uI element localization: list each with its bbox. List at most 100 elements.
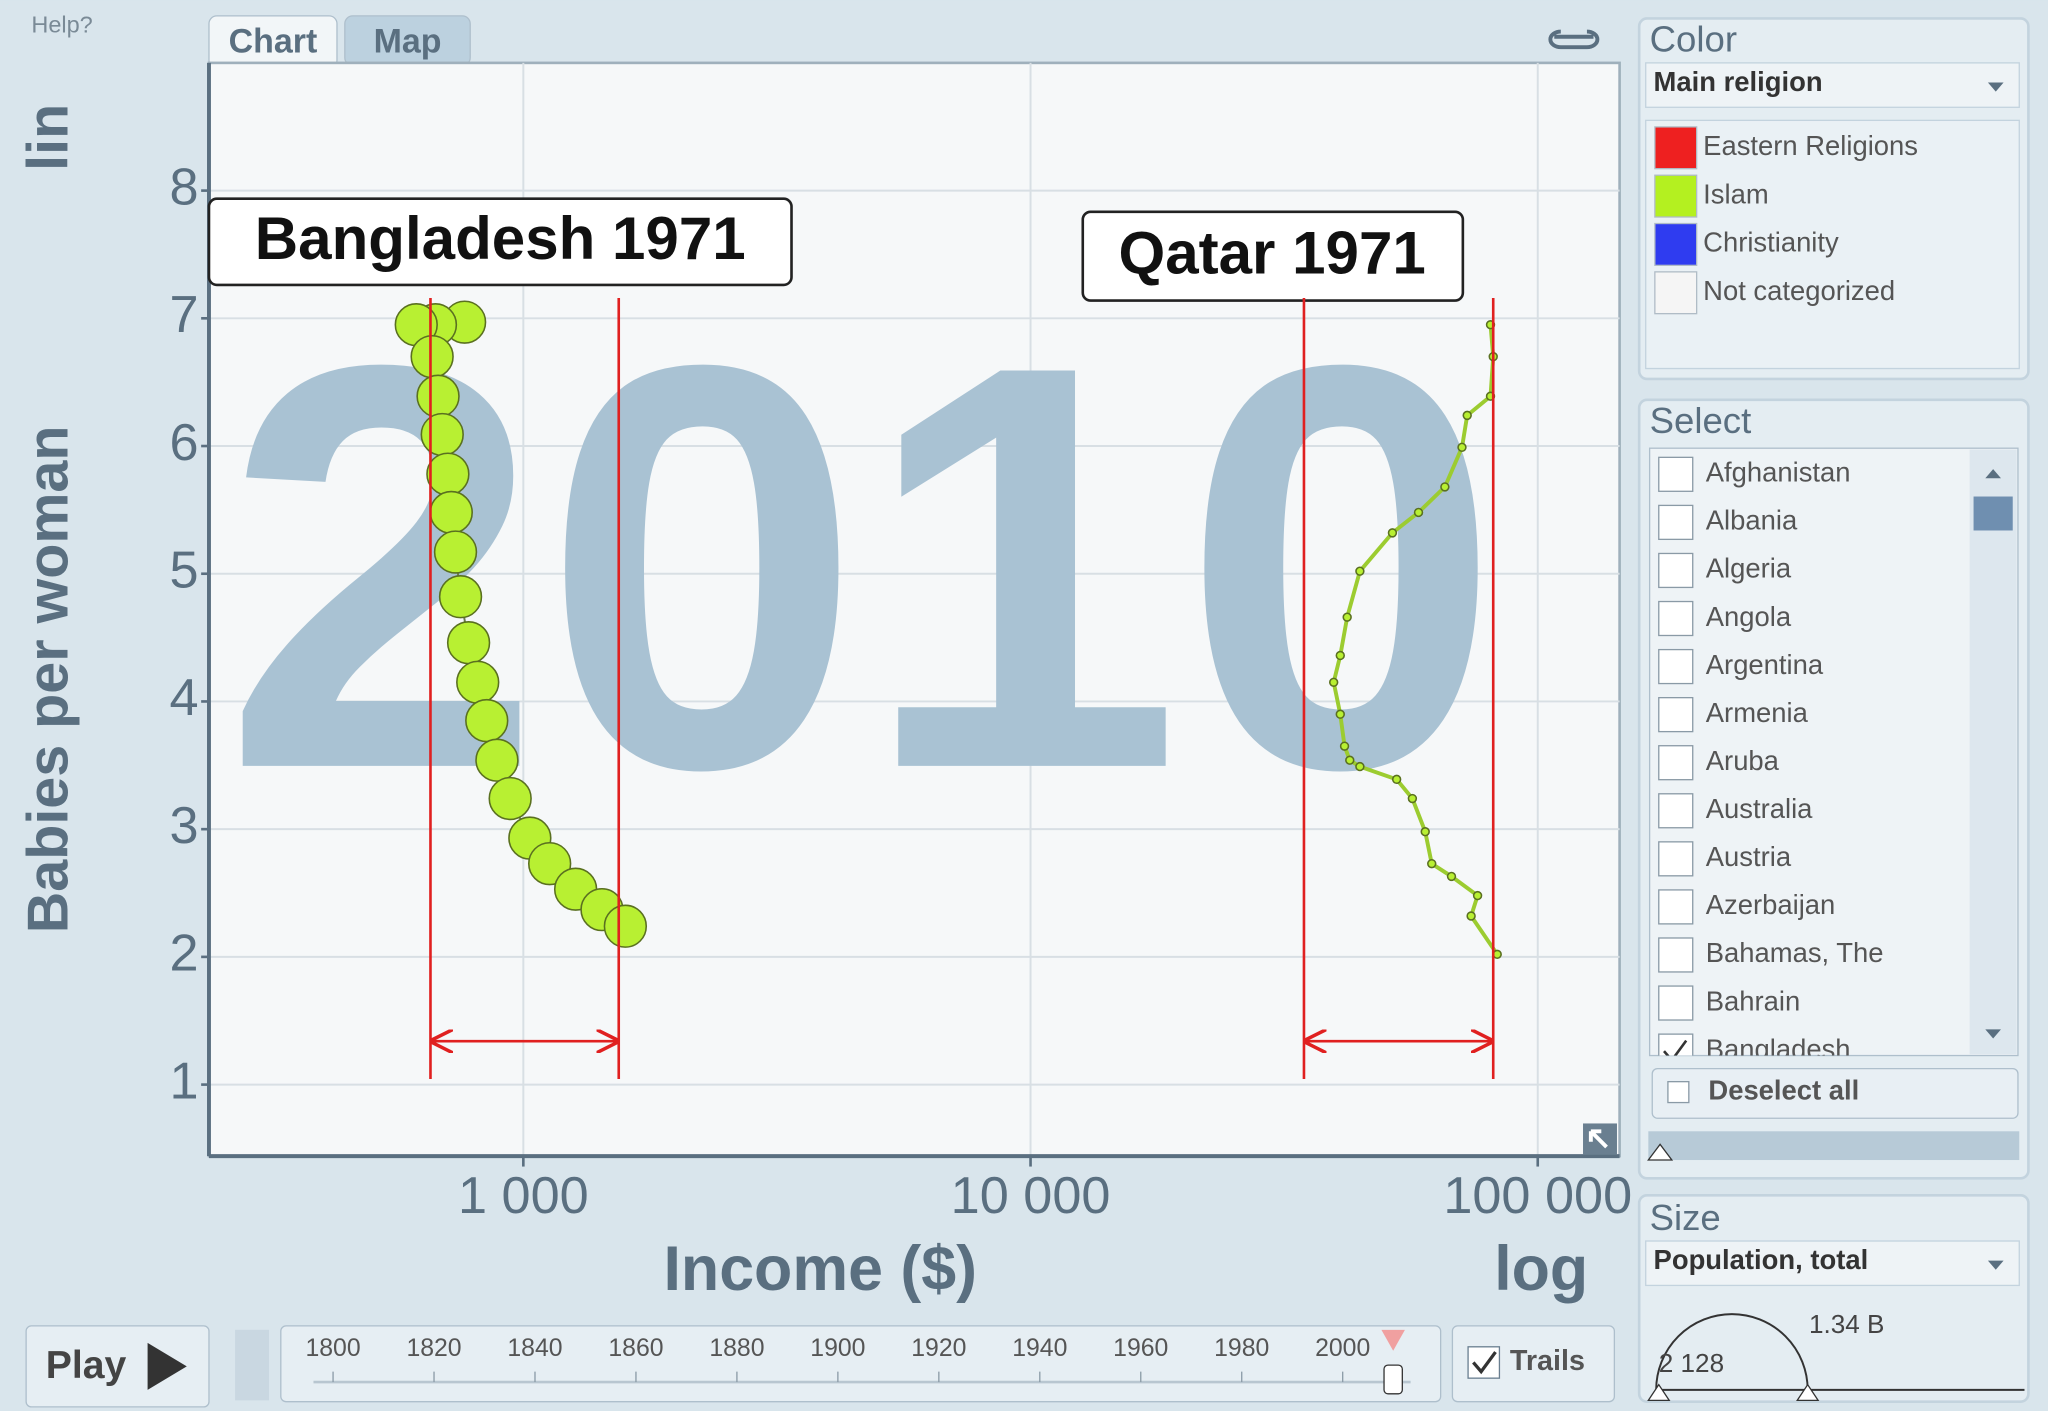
- trail-bubble: [438, 575, 483, 619]
- trail-bubble: [1335, 709, 1345, 719]
- check-mark: [1472, 1351, 1497, 1375]
- trail-bubble: [1420, 827, 1430, 837]
- trail-bubble: [410, 334, 454, 379]
- scrollbar[interactable]: [1969, 449, 2017, 1055]
- checkbox[interactable]: [1658, 600, 1694, 637]
- y-tick-label: 5: [169, 542, 198, 600]
- expand-icon: [1588, 1129, 1608, 1149]
- deselect-button[interactable]: [1651, 1067, 2019, 1119]
- dropdown-arrow: [1987, 82, 2004, 92]
- x-axis-label: Income ($): [663, 1234, 977, 1304]
- checkbox: [1667, 1081, 1690, 1104]
- x-tick-label: 1 000: [458, 1167, 589, 1225]
- size-min: 2 128: [1659, 1348, 1724, 1378]
- trail-bubble: [1440, 482, 1450, 492]
- trail-bubble: [1345, 755, 1355, 765]
- color-dropdown[interactable]: [1645, 62, 2020, 108]
- timeline-label: 1980: [1214, 1335, 1269, 1362]
- trail-bubble: [416, 374, 460, 418]
- y-tick-label: 1: [169, 1052, 198, 1110]
- timeline-label: 1960: [1113, 1335, 1168, 1362]
- help-link[interactable]: Help?: [31, 12, 92, 38]
- timeline-label: 1880: [709, 1335, 764, 1362]
- y-tick-label: 2: [169, 925, 198, 983]
- country-label: Angola: [1706, 601, 1792, 632]
- play-button[interactable]: [25, 1325, 210, 1408]
- y-tick-label: 8: [169, 158, 198, 216]
- list-items: Afghanistan Albania Algeria Angola Argentina…: [1658, 456, 1884, 1068]
- country-label: Azerbaijan: [1706, 889, 1836, 920]
- checkbox[interactable]: [1658, 648, 1694, 685]
- annotation-box: [1081, 210, 1465, 302]
- timeline-handle[interactable]: [1383, 1364, 1403, 1395]
- y-tick-label: 4: [169, 669, 198, 727]
- country-label: Bangladesh: [1706, 1033, 1851, 1064]
- trail-bubble: [465, 698, 509, 743]
- scroll-down[interactable]: [1985, 1029, 2001, 1039]
- checkbox[interactable]: [1658, 456, 1694, 492]
- trail-bubble: [475, 738, 519, 782]
- trail-bubble: [433, 530, 478, 574]
- dropdown-text: Main religion: [1654, 66, 1823, 97]
- checkbox[interactable]: [1658, 841, 1694, 877]
- checkbox[interactable]: [1658, 504, 1694, 541]
- trails-toggle[interactable]: [1451, 1325, 1616, 1403]
- size-handles[interactable]: [1647, 1383, 1820, 1402]
- opacity-slider[interactable]: [1648, 1131, 2020, 1161]
- trail-bubble: [1427, 858, 1437, 869]
- trail-bubble: [1328, 677, 1339, 687]
- checkbox[interactable]: [1658, 985, 1694, 1021]
- checkbox[interactable]: [1658, 1033, 1694, 1068]
- timeline-label: 1800: [305, 1335, 360, 1362]
- tab-label: Chart: [229, 22, 318, 60]
- trail-bubble: [1342, 612, 1352, 622]
- timeline-ticks: 1800 1820 1840 1860 1880 1900 1920 1940 1960 1980…: [305, 1329, 1405, 1395]
- country-label: Algeria: [1706, 553, 1792, 584]
- speed-control[interactable]: [235, 1329, 270, 1401]
- trail-bubble: [420, 412, 464, 457]
- checkbox[interactable]: [1658, 552, 1694, 589]
- trail-bubble: [1446, 871, 1457, 882]
- scroll-up[interactable]: [1985, 469, 2001, 479]
- trail-bubble: [446, 621, 491, 665]
- slider-handle[interactable]: [1647, 1143, 1674, 1161]
- grid: [208, 62, 1620, 1157]
- trails-label: Trails: [1510, 1345, 1585, 1377]
- checkbox[interactable]: [1658, 745, 1694, 781]
- country-label: Bahamas, The: [1706, 937, 1884, 968]
- country-label: Austria: [1706, 841, 1792, 872]
- country-label: Aruba: [1706, 745, 1780, 776]
- legend-label: Islam: [1703, 178, 1768, 209]
- size-dropdown[interactable]: [1645, 1240, 2020, 1287]
- y-scale-label[interactable]: lin: [16, 104, 80, 171]
- checkbox[interactable]: [1658, 889, 1694, 925]
- trail-bubble: [1387, 528, 1398, 538]
- trail-bubble: [456, 660, 500, 704]
- timeline-label: 1900: [810, 1335, 865, 1362]
- legend-swatch: [1654, 271, 1698, 315]
- legend-swatch: [1654, 174, 1698, 218]
- trail-bubble: [1466, 911, 1476, 921]
- trail-bubble: [1413, 507, 1424, 518]
- country-label: Australia: [1706, 793, 1813, 824]
- checkbox[interactable]: [1658, 697, 1694, 733]
- plot-layer: [394, 300, 1502, 960]
- checkbox[interactable]: [1658, 937, 1694, 973]
- link-icon[interactable]: [1548, 29, 1600, 50]
- play-icon: [147, 1342, 187, 1390]
- x-tick-label: 100 000: [1443, 1167, 1632, 1225]
- checkbox[interactable]: [1658, 793, 1694, 829]
- legend-swatch: [1654, 222, 1698, 266]
- timeline-label: 1820: [406, 1335, 461, 1362]
- timeline-label: 2000: [1315, 1335, 1370, 1362]
- country-label: Albania: [1706, 505, 1798, 536]
- trail-bubble: [1339, 741, 1350, 751]
- x-scale-label[interactable]: log: [1494, 1234, 1588, 1304]
- trail-bubble: [1391, 774, 1402, 785]
- size-max: 1.34 B: [1809, 1309, 1885, 1339]
- annotation-box: [207, 197, 793, 287]
- y-axis-label: Babies per woman: [16, 426, 80, 934]
- scroll-thumb[interactable]: [1973, 496, 2013, 531]
- annotation: Qatar 1971: [1119, 219, 1426, 286]
